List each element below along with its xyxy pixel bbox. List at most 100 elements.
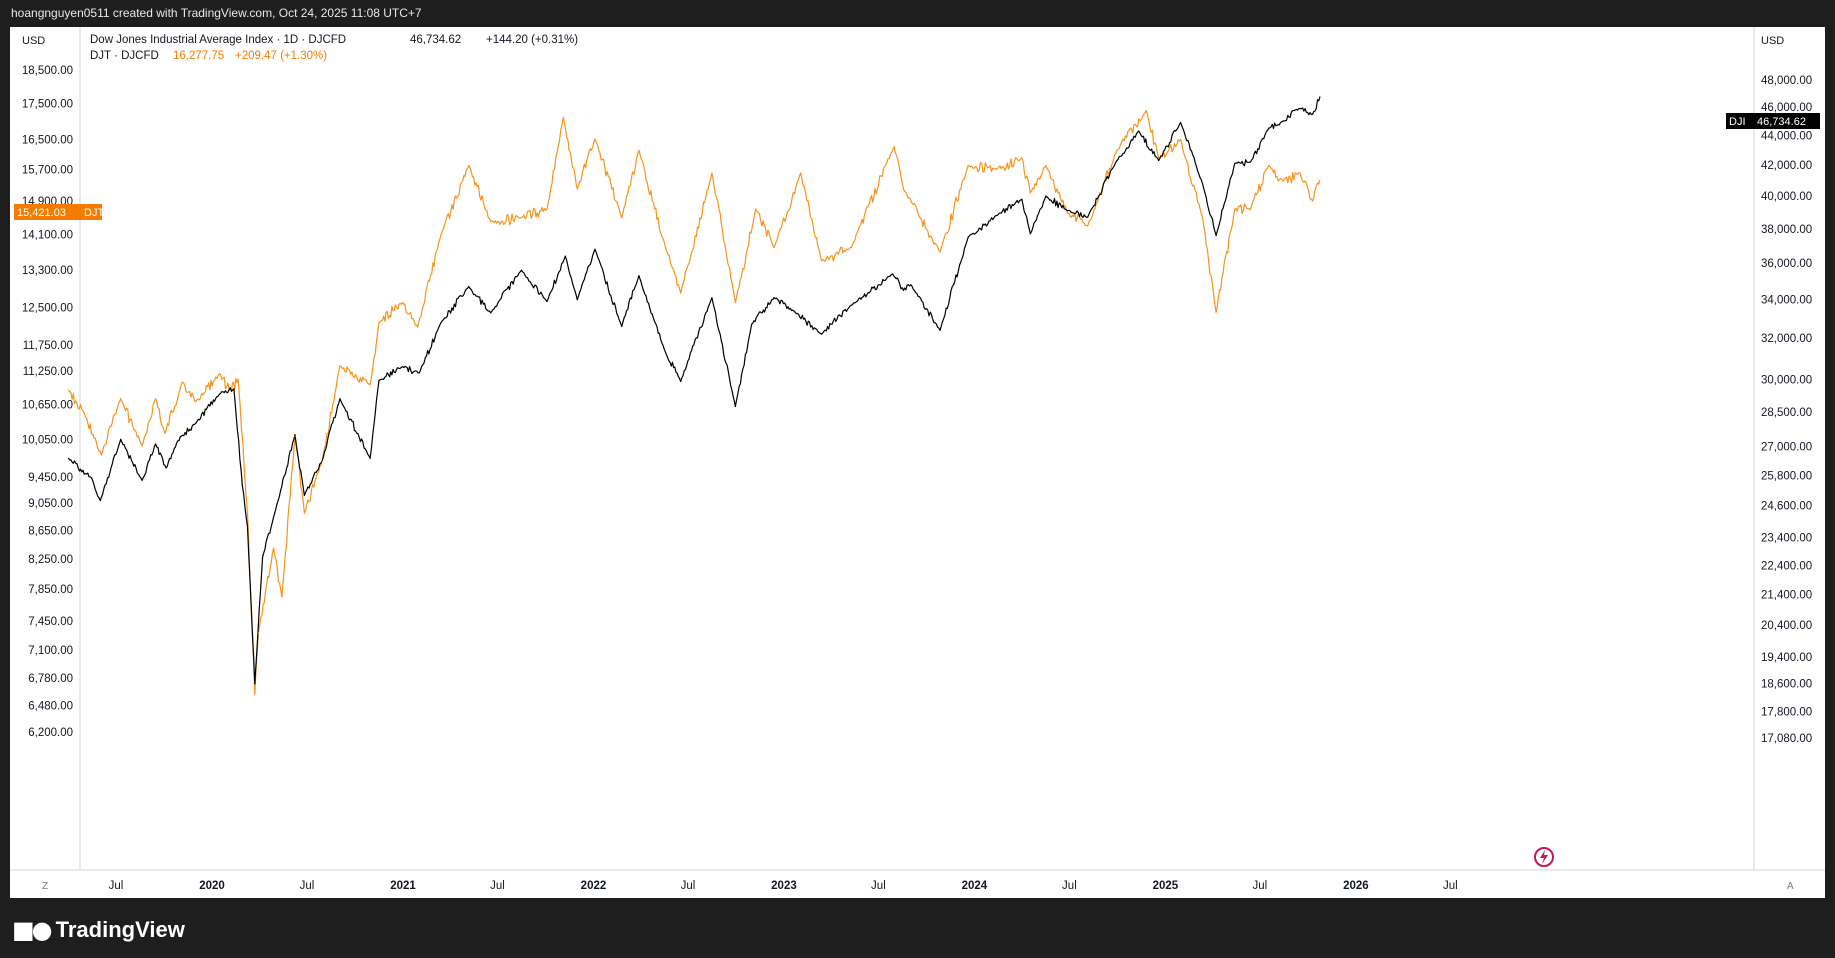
dji-data-point bbox=[594, 248, 596, 250]
dji-data-point bbox=[1138, 130, 1140, 132]
djt-price-tag-value: 15,421.03 bbox=[17, 207, 66, 219]
djt-data-point bbox=[680, 292, 682, 294]
left-axis-tick: 7,100.00 bbox=[28, 645, 73, 657]
left-axis-tick: 6,780.00 bbox=[28, 673, 73, 685]
dji-data-point bbox=[241, 484, 243, 486]
time-axis-label: Jul bbox=[871, 880, 886, 892]
left-axis-tick: 10,650.00 bbox=[22, 399, 73, 411]
dji-data-point bbox=[120, 438, 122, 440]
djt-data-point bbox=[1201, 216, 1204, 219]
djt-data-point bbox=[218, 373, 220, 375]
djt-data-point bbox=[67, 389, 70, 391]
dji-data-point bbox=[218, 393, 220, 395]
djt-data-point bbox=[1045, 164, 1047, 167]
djt-series-line[interactable] bbox=[68, 110, 1321, 695]
right-axis-tick: 22,400.00 bbox=[1761, 560, 1812, 572]
dji-data-point bbox=[564, 255, 566, 257]
left-axis-tick: 15,700.00 bbox=[22, 164, 73, 176]
series-layer bbox=[67, 96, 1321, 695]
djt-data-point bbox=[281, 596, 283, 598]
chart-frame[interactable]: USD USD Dow Jones Industrial Average Ind… bbox=[10, 27, 1825, 898]
djt-data-point bbox=[378, 321, 380, 323]
djt-data-point bbox=[237, 378, 239, 380]
time-axis-label: Jul bbox=[1253, 880, 1268, 892]
djt-data-point bbox=[321, 460, 323, 462]
left-axis-tick: 17,500.00 bbox=[22, 99, 73, 111]
right-axis-tick: 40,000.00 bbox=[1761, 191, 1812, 203]
dji-data-point bbox=[440, 321, 442, 324]
djt-data-point bbox=[664, 246, 667, 249]
djt-data-point bbox=[562, 117, 564, 119]
djt-data-point bbox=[893, 146, 895, 148]
chart-canvas[interactable]: USD USD Dow Jones Industrial Average Ind… bbox=[10, 27, 1825, 898]
dji-series-line[interactable] bbox=[68, 96, 1321, 685]
djt-data-point bbox=[1268, 164, 1270, 167]
dji-data-point bbox=[1087, 216, 1089, 218]
dji-data-point bbox=[1215, 234, 1217, 237]
djt-data-point bbox=[339, 365, 341, 367]
plot-area[interactable] bbox=[10, 27, 1825, 898]
djt-data-point bbox=[902, 188, 905, 190]
timezone-button[interactable]: Z bbox=[42, 881, 48, 892]
dji-data-point bbox=[820, 333, 823, 335]
left-axis-tick: 7,850.00 bbox=[28, 584, 73, 596]
auto-scale-button[interactable]: A bbox=[1787, 881, 1794, 892]
dji-data-point bbox=[90, 477, 93, 479]
dji-data-point bbox=[1045, 195, 1047, 197]
legend-djt-label[interactable]: DJT · DJCFD bbox=[90, 50, 159, 62]
dji-data-point bbox=[850, 304, 852, 306]
right-price-axis[interactable]: 48,000.00 46,000.00 44,000.00 42,000.00 40,0… bbox=[1761, 75, 1812, 745]
djt-data-point bbox=[100, 454, 102, 456]
lightning-icon[interactable] bbox=[1534, 847, 1554, 867]
legend-djt-price: 16,277.75 bbox=[173, 50, 224, 62]
left-axis-tick: 13,300.00 bbox=[22, 265, 73, 277]
djt-data-point bbox=[995, 168, 998, 170]
dji-data-point bbox=[793, 310, 795, 312]
djt-data-point bbox=[303, 512, 305, 514]
dji-data-point bbox=[576, 299, 578, 301]
left-axis-tick: 11,750.00 bbox=[23, 340, 73, 352]
left-axis-tick: 6,480.00 bbox=[28, 700, 73, 712]
time-axis-label: 2025 bbox=[1153, 880, 1179, 892]
djt-data-point bbox=[257, 632, 259, 634]
left-axis-tick: 16,500.00 bbox=[22, 134, 73, 146]
djt-data-point bbox=[1158, 157, 1160, 159]
djt-data-point bbox=[181, 381, 183, 383]
dji-data-point bbox=[1249, 161, 1252, 163]
time-axis-label: Jul bbox=[1443, 880, 1458, 892]
dji-data-point bbox=[233, 388, 235, 390]
right-currency-label: USD bbox=[1761, 35, 1784, 47]
left-currency-label: USD bbox=[22, 35, 45, 47]
djt-data-point bbox=[401, 302, 404, 304]
dji-data-point bbox=[1312, 113, 1314, 115]
time-axis[interactable]: Jul 2020 Jul 2021 Jul 2022 Jul 2023 Jul 2024 Jul 20… bbox=[109, 880, 1458, 892]
right-axis-tick: 27,000.00 bbox=[1761, 441, 1812, 453]
dji-data-point bbox=[1067, 210, 1069, 212]
tradingview-logo[interactable]: ■● TradingView bbox=[12, 916, 185, 944]
djt-data-point bbox=[1312, 200, 1314, 202]
dji-data-point bbox=[155, 443, 157, 445]
djt-data-point bbox=[594, 138, 596, 140]
djt-data-point bbox=[229, 389, 231, 391]
djt-data-point bbox=[939, 251, 941, 253]
dji-data-point bbox=[734, 405, 737, 407]
time-axis-label: 2024 bbox=[962, 880, 988, 892]
dji-data-point bbox=[254, 683, 256, 685]
legend-dji-label[interactable]: Dow Jones Industrial Average Index · 1D … bbox=[90, 34, 346, 46]
djt-data-point bbox=[490, 221, 492, 223]
dji-data-point bbox=[490, 312, 492, 314]
dji-data-point bbox=[195, 422, 197, 424]
tradingview-logo-icon: ■● bbox=[12, 916, 53, 944]
right-axis-tick: 48,000.00 bbox=[1761, 75, 1812, 87]
djt-price-tag-symbol: DJT bbox=[84, 207, 104, 219]
dji-data-point bbox=[141, 479, 143, 481]
dji-data-point bbox=[711, 297, 713, 299]
djt-data-point bbox=[195, 401, 197, 403]
dji-data-point bbox=[369, 457, 371, 459]
djt-data-point bbox=[755, 208, 757, 210]
dji-data-point bbox=[1201, 182, 1204, 185]
right-axis-tick: 18,600.00 bbox=[1761, 679, 1812, 691]
djt-data-point bbox=[1180, 138, 1182, 140]
dji-data-point bbox=[939, 329, 941, 331]
djt-data-point bbox=[83, 412, 85, 414]
